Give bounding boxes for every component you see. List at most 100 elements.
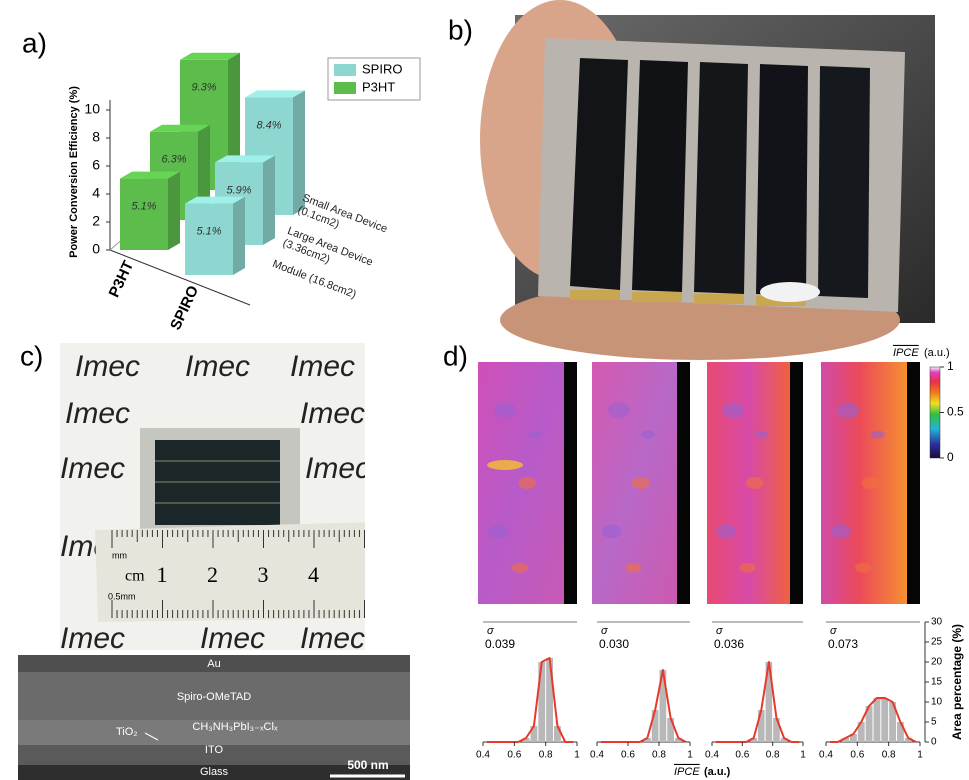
ipce-map-spot (632, 477, 650, 489)
ipce-map-spot (602, 524, 622, 538)
ipce-map-edge (677, 362, 690, 604)
ipce-map-spot (837, 402, 859, 418)
watermark: Imec (60, 452, 125, 485)
ipce-map-spot (722, 402, 744, 418)
ipce-map-spot (746, 477, 764, 489)
watermark: Imec (305, 452, 370, 485)
x-tick-label: 0.8 (539, 750, 553, 761)
x-tick-label: 0.4 (590, 750, 604, 761)
panel-label: b) (448, 14, 473, 45)
annotation-symbol: σ (601, 625, 608, 637)
value-label: 5.1% (196, 226, 221, 238)
watermark: Imec (200, 622, 265, 655)
ipce-map-edge (790, 362, 803, 604)
ipce-map-spot (740, 563, 756, 573)
x-tick-label: 0.6 (507, 750, 521, 761)
annotation-symbol: σ (487, 625, 494, 637)
hist-bar (554, 726, 561, 742)
figure: ImecImecImecImecImecImecImecImecImecImec… (0, 0, 969, 780)
sem-tio2: TiO₂ (116, 726, 138, 738)
panel-label: a) (22, 27, 47, 58)
annotation: 0.073 (828, 637, 858, 651)
x-tick-label: 0.4 (476, 750, 490, 761)
x-tick-label: 0.8 (766, 750, 780, 761)
sem-layer: Glass (200, 766, 229, 778)
colorbar (930, 367, 940, 458)
watermark: Imec (300, 397, 365, 430)
y-axis-label: Power Conversion Efficiency (%) (68, 86, 80, 258)
watermark: Imec (60, 622, 125, 655)
ruler-number: 2 (207, 562, 218, 587)
x-tick-label: 0.6 (621, 750, 635, 761)
bar (185, 204, 233, 275)
y-tick-label: 8 (92, 129, 100, 145)
figure-canvas: ImecImecImecImecImecImecImecImecImecImec… (0, 0, 969, 780)
legend-swatch (334, 64, 356, 76)
sem-layer: Spiro-OMeTAD (177, 691, 251, 703)
x-tick-label: 0.4 (705, 750, 719, 761)
ruler-fine: 0.5mm (108, 591, 136, 601)
legend-label: P3HT (362, 79, 395, 94)
colorbar-label: (a.u.) (924, 347, 950, 359)
ipce-map-spot (641, 431, 655, 439)
y-tick-label: 20 (931, 657, 943, 668)
x-tick-label: SPIRO (167, 283, 202, 333)
ruler-mm: mm (112, 550, 127, 560)
ipce-map-spot (755, 431, 769, 439)
ipce-map-spot (608, 402, 630, 418)
panel-label: c) (20, 340, 43, 371)
ruler-number: 4 (308, 562, 319, 587)
x-tick-label: 1 (800, 750, 806, 761)
x-tick-label: 1 (687, 750, 693, 761)
annotation-symbol: σ (830, 625, 837, 637)
photo-module (480, 0, 935, 360)
colorbar-tick-label: 0 (947, 450, 954, 464)
ipce-map-spot (487, 460, 523, 470)
x-tick-label: 0.6 (850, 750, 864, 761)
x-tick-label: 0.8 (652, 750, 666, 761)
ipce-map-spot (518, 477, 536, 489)
y-tick-label: 0 (931, 737, 937, 748)
y-tick-label: 10 (931, 697, 943, 708)
watermark: Imec (300, 622, 365, 655)
x-tick-label: 0.4 (819, 750, 833, 761)
value-label: 5.9% (226, 184, 251, 196)
ruler-number: 3 (258, 562, 269, 587)
watermark: Imec (75, 350, 140, 383)
legend-label: SPIRO (362, 61, 402, 76)
sem-layer: CH₃NH₃PbI₃₋ₓClₓ (192, 721, 278, 733)
ipce-map-spot (512, 563, 528, 573)
y-tick-label: 30 (931, 617, 943, 628)
x-tick-label: P3HT (106, 258, 138, 300)
y-tick-label: 0 (92, 241, 100, 257)
x-tick-label: 1 (917, 750, 923, 761)
annotation-symbol: σ (716, 625, 723, 637)
x-axis-label: (a.u.) (704, 766, 731, 778)
x-tick-label: 0.6 (735, 750, 749, 761)
colorbar-tick-label: 1 (947, 359, 954, 373)
colorbar-tick-label: 0.5 (947, 405, 964, 419)
fit-curve (716, 662, 799, 742)
ipce-map-edge (907, 362, 920, 604)
x-axis-label: IPCE (674, 766, 700, 778)
ipce-map-edge (564, 362, 577, 604)
x-tick-label: 0.8 (882, 750, 896, 761)
annotation: 0.030 (599, 637, 629, 651)
panel-label: d) (443, 340, 468, 371)
y-tick-label: 2 (92, 213, 100, 229)
ipce-map-spot (626, 563, 642, 573)
value-label: 8.4% (256, 119, 281, 131)
sem-layer: Au (207, 658, 220, 670)
ipce-map-spot (861, 477, 879, 489)
ipce-map-spot (488, 524, 508, 538)
x-tick-label: 1 (574, 750, 580, 761)
watermark: Imec (290, 350, 355, 383)
y-tick-label: 5 (931, 717, 937, 728)
value-label: 5.1% (131, 201, 156, 213)
value-label: 6.3% (161, 154, 186, 166)
watermark: Imec (65, 397, 130, 430)
value-label: 9.3% (191, 82, 216, 94)
annotation: 0.039 (485, 637, 515, 651)
hist-bar (881, 698, 888, 742)
